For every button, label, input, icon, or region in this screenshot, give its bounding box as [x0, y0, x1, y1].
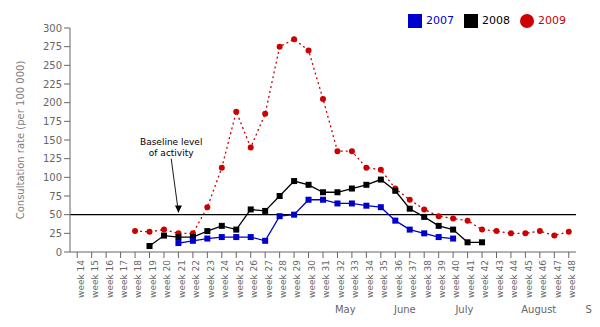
svg-text:week 19: week 19	[148, 260, 158, 298]
svg-text:0: 0	[56, 247, 62, 258]
svg-text:week 31: week 31	[321, 260, 331, 298]
svg-text:125: 125	[43, 153, 62, 164]
svg-text:week 27: week 27	[264, 260, 274, 298]
html-text:2007: 2007	[426, 14, 454, 27]
svg-text:week 43: week 43	[495, 260, 505, 298]
svg-text:week 36: week 36	[394, 260, 404, 298]
html-text:2009: 2009	[538, 14, 566, 27]
svg-text:50: 50	[49, 209, 62, 220]
svg-text:300: 300	[43, 23, 62, 34]
svg-text:week 30: week 30	[307, 260, 317, 298]
svg-text:September: September	[586, 304, 592, 315]
svg-text:25: 25	[49, 228, 62, 239]
svg-text:week 24: week 24	[220, 260, 230, 298]
svg-text:week 17: week 17	[119, 260, 129, 298]
svg-text:Baseline levelof activity: Baseline levelof activity	[140, 137, 202, 158]
svg-text:July: July	[454, 304, 473, 315]
svg-text:week 16: week 16	[105, 260, 115, 298]
svg-text:175: 175	[43, 116, 62, 127]
svg-text:week 26: week 26	[249, 260, 259, 298]
svg-text:week 41: week 41	[466, 260, 476, 298]
svg-text:week 32: week 32	[336, 260, 346, 298]
svg-text:week 40: week 40	[452, 260, 462, 298]
svg-text:week 34: week 34	[365, 260, 375, 298]
svg-text:275: 275	[43, 41, 62, 52]
svg-text:Consultation rate (per 100 000: Consultation rate (per 100 000)	[15, 61, 26, 220]
svg-text:75: 75	[49, 191, 62, 202]
svg-text:August: August	[521, 304, 556, 315]
svg-text:week 37: week 37	[408, 260, 418, 298]
svg-text:June: June	[393, 304, 416, 315]
svg-text:week 15: week 15	[90, 260, 100, 298]
svg-text:week 25: week 25	[235, 260, 245, 298]
svg-text:week 18: week 18	[133, 260, 143, 298]
svg-text:week 48: week 48	[567, 260, 577, 298]
svg-text:week 28: week 28	[278, 260, 288, 298]
svg-text:week 38: week 38	[423, 260, 433, 298]
svg-text:week 23: week 23	[206, 260, 216, 298]
svg-text:250: 250	[43, 60, 62, 71]
svg-text:week 14: week 14	[76, 260, 86, 298]
html-text:2008: 2008	[482, 14, 510, 27]
svg-text:week 44: week 44	[509, 260, 519, 298]
svg-text:week 29: week 29	[292, 260, 302, 298]
svg-text:200: 200	[43, 97, 62, 108]
svg-text:week 21: week 21	[177, 260, 187, 298]
svg-text:week 46: week 46	[538, 260, 548, 298]
svg-text:150: 150	[43, 135, 62, 146]
svg-text:May: May	[335, 304, 356, 315]
svg-text:week 45: week 45	[524, 260, 534, 298]
svg-text:week 33: week 33	[350, 260, 360, 298]
svg-text:week 47: week 47	[553, 260, 563, 298]
svg-text:week 42: week 42	[480, 260, 490, 298]
svg-text:week 39: week 39	[437, 260, 447, 298]
svg-text:week 20: week 20	[162, 260, 172, 298]
svg-text:week 22: week 22	[191, 260, 201, 298]
svg-text:week 35: week 35	[379, 260, 389, 298]
svg-text:100: 100	[43, 172, 62, 183]
svg-text:225: 225	[43, 79, 62, 90]
